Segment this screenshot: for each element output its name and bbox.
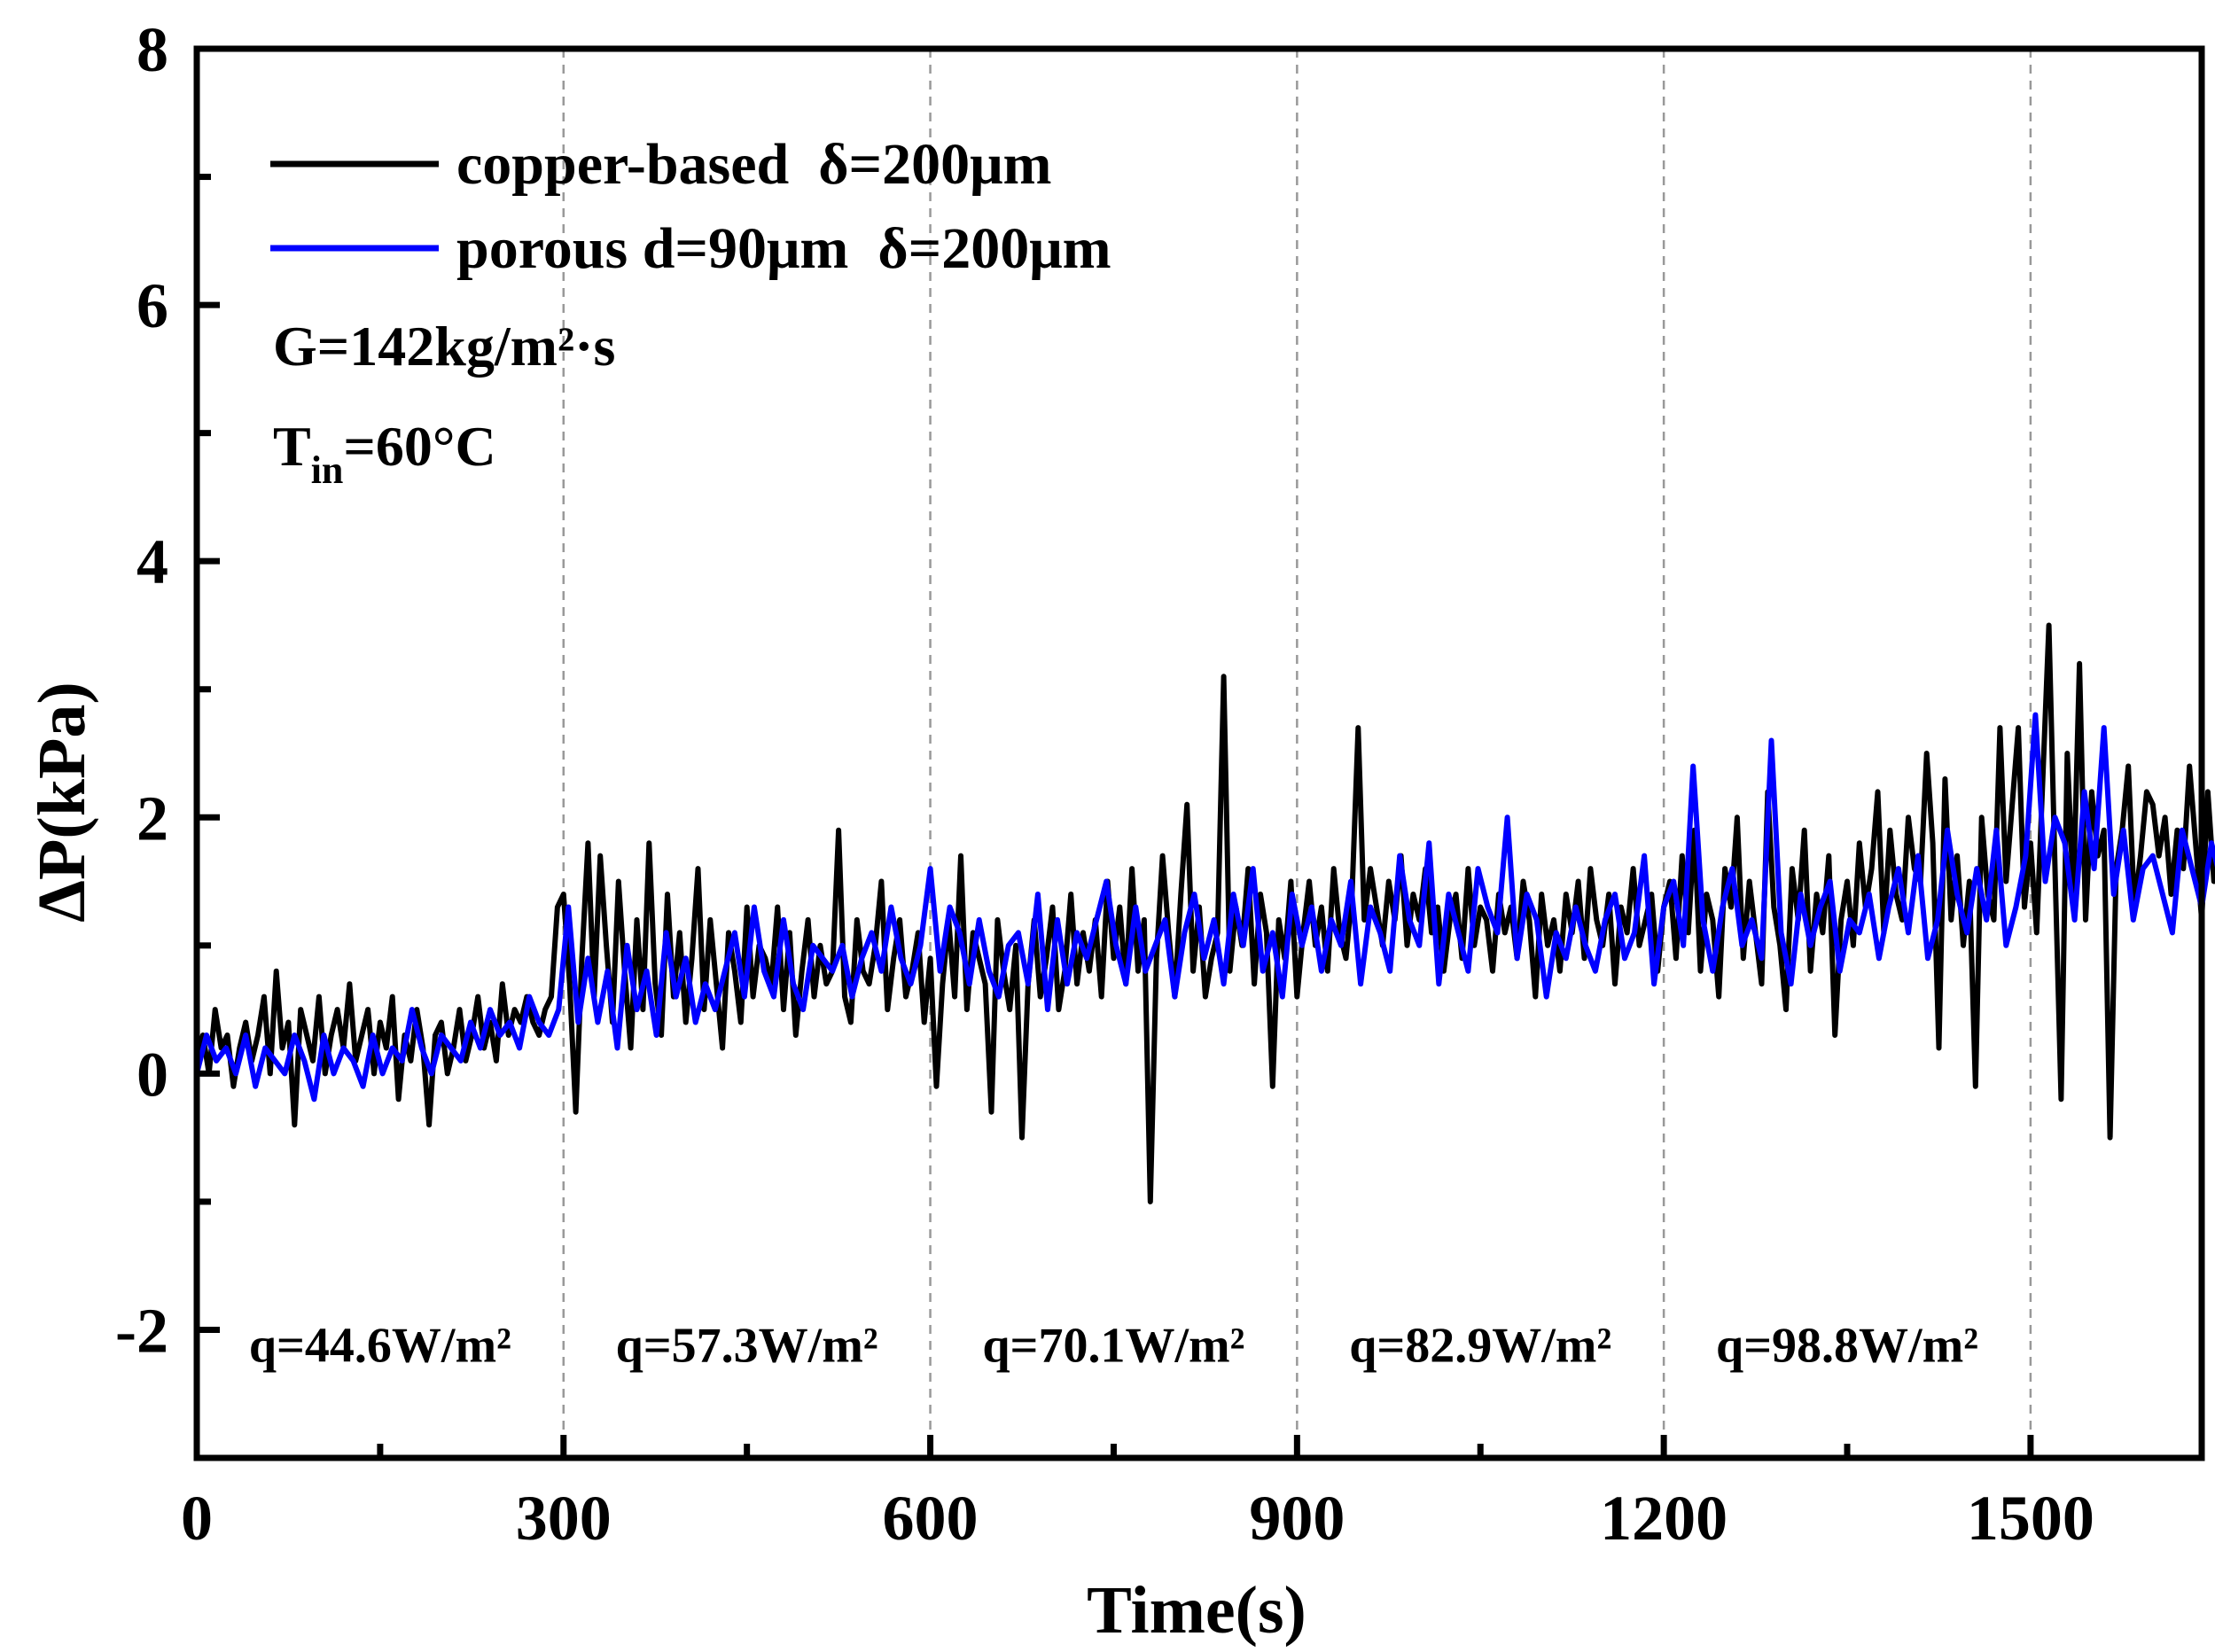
y-tick-label-2: 2 [136, 783, 168, 853]
x-tick-label-1500: 1500 [1967, 1483, 2094, 1554]
series-layer [194, 622, 2215, 1204]
legend-label-copper: copper-based δ=200μm [456, 132, 1051, 197]
legend-label-porous: porous d=90μm δ=200μm [456, 216, 1111, 281]
inlet-temperature-subscript: in [311, 448, 344, 492]
region-label-1: q=44.6W/m² [249, 1319, 511, 1374]
inlet-temperature-value: =60°C [343, 415, 495, 478]
plot-frame [193, 45, 2205, 1461]
inlet-temperature-annotation: Tin=60°C [273, 415, 496, 492]
region-label-2: q=57.3W/m² [616, 1319, 878, 1374]
y-tick-label-4: 4 [136, 526, 168, 597]
y-tick-label--2: -2 [115, 1295, 168, 1366]
axis-tick-labels: 0 300 600 900 1200 1500 -2 0 2 4 6 8 [115, 14, 2094, 1554]
y-axis-title: ΔP(kPa) [25, 682, 99, 922]
y-tick-label-0: 0 [136, 1039, 168, 1110]
series-line-porous [194, 712, 2215, 1103]
mass-flux-annotation: G=142kg/m²·s [273, 315, 615, 378]
inlet-temperature-symbol: T [273, 415, 311, 478]
region-labels: q=44.6W/m² q=57.3W/m² q=70.1W/m² q=82.9W/m²… [249, 1319, 1978, 1374]
x-tick-label-0: 0 [181, 1483, 213, 1554]
x-tick-label-600: 600 [883, 1483, 979, 1554]
x-tick-label-900: 900 [1249, 1483, 1345, 1554]
x-tick-label-300: 300 [516, 1483, 612, 1554]
y-tick-label-6: 6 [136, 270, 168, 341]
y-tick-label-8: 8 [136, 14, 168, 85]
x-axis-title: Time(s) [1087, 1573, 1306, 1648]
x-tick-label-1200: 1200 [1600, 1483, 1728, 1554]
region-label-4: q=82.9W/m² [1349, 1319, 1611, 1374]
legend: copper-based δ=200μm porous d=90μm δ=200… [270, 132, 1111, 281]
axis-ticks [193, 45, 2034, 1458]
region-label-5: q=98.8W/m² [1716, 1319, 1978, 1374]
region-label-3: q=70.1W/m² [982, 1319, 1244, 1374]
